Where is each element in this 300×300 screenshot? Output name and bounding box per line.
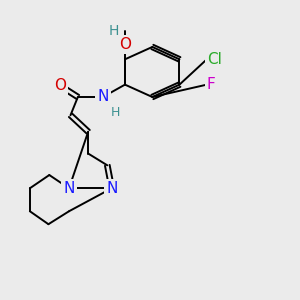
Text: N: N [106, 181, 117, 196]
Text: N: N [63, 181, 75, 196]
Text: H: H [111, 106, 121, 119]
Text: N: N [97, 89, 109, 104]
Text: Cl: Cl [207, 52, 222, 67]
Text: O: O [54, 78, 66, 93]
Text: H: H [109, 24, 119, 38]
Text: O: O [119, 37, 131, 52]
Text: F: F [207, 77, 216, 92]
